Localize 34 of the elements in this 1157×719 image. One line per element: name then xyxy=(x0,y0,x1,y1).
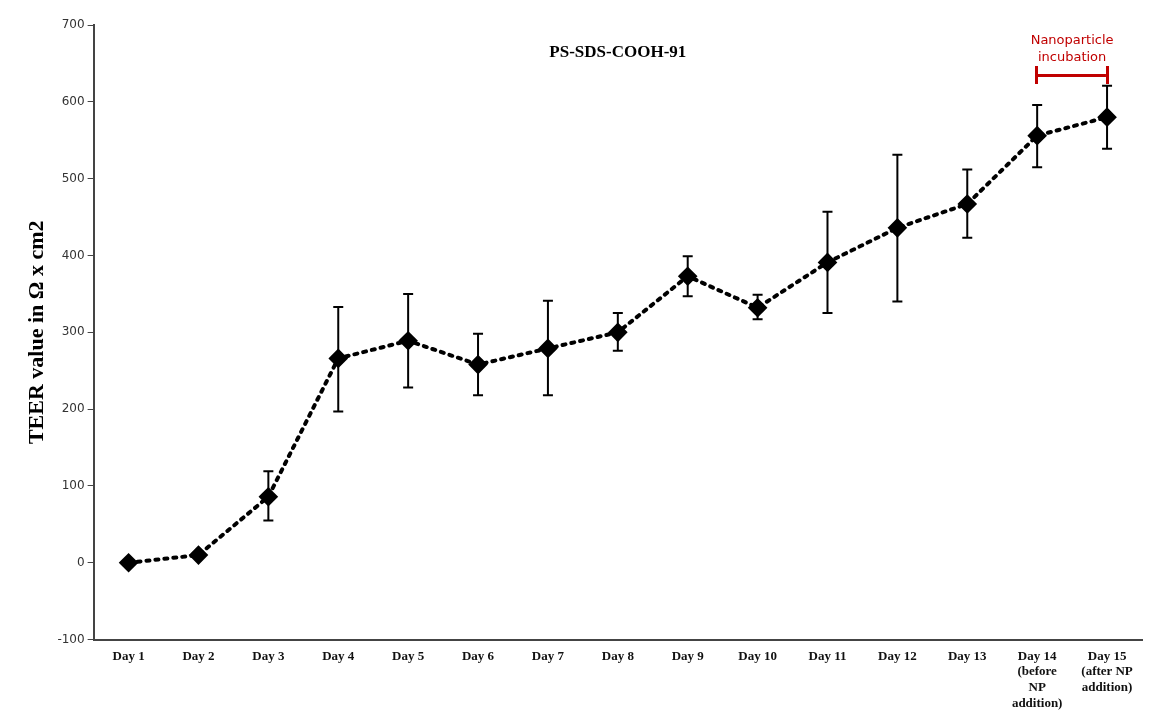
y-tick-label: 600 xyxy=(61,93,85,108)
x-tick-label: Day 9 xyxy=(671,647,705,663)
x-tick-label: Day 2 xyxy=(182,647,215,663)
x-tick-label: Day 8 xyxy=(601,647,635,663)
x-tick-label: Day 12 xyxy=(878,647,917,663)
x-tick-label: Day 4 xyxy=(322,647,355,663)
y-tick-label: 100 xyxy=(61,478,85,493)
point xyxy=(888,218,907,237)
x-tick-label: Day 6 xyxy=(461,647,495,663)
x-tick-label: Day 7 xyxy=(531,647,565,663)
point xyxy=(958,195,977,213)
x-tick-label: Day 14 (before NP addition) xyxy=(1011,647,1063,710)
point xyxy=(1028,126,1047,145)
x-tick-label: Day 13 xyxy=(947,647,988,663)
x-tick-label: Day 3 xyxy=(252,647,285,663)
y-tick-label: 0 xyxy=(76,554,85,569)
annotation: Nanoparticle incubation xyxy=(1030,32,1114,64)
x-tick-label: Day 15 (after NP addition) xyxy=(1081,647,1133,694)
point xyxy=(119,553,138,572)
point xyxy=(469,355,488,374)
y-tick-label: 200 xyxy=(61,401,85,416)
x-tick-label: Day 1 xyxy=(112,647,145,663)
x-tick-label: Day 11 xyxy=(808,647,847,663)
y-tick-label: 300 xyxy=(61,324,85,339)
point xyxy=(189,546,208,565)
y-tick-label: 500 xyxy=(61,170,85,185)
y-tick-label: 700 xyxy=(61,17,85,32)
y-axis-title: TEER value in Ω x cm2 xyxy=(22,220,48,445)
point xyxy=(538,339,557,358)
text: PS-SDS-COOH-91 xyxy=(549,42,687,61)
x-tick-label: Day 5 xyxy=(392,647,425,663)
x-tick-label: Day 10 xyxy=(738,647,777,663)
y-tick-label: 400 xyxy=(61,247,85,262)
y-tick-label: -100 xyxy=(57,631,85,646)
